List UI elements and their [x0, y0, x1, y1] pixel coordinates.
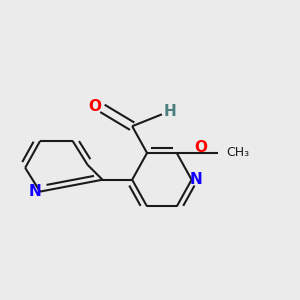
- Text: O: O: [194, 140, 207, 155]
- Text: N: N: [28, 184, 41, 199]
- Text: CH₃: CH₃: [226, 146, 249, 160]
- Text: O: O: [88, 98, 101, 113]
- Text: H: H: [164, 104, 177, 119]
- Text: N: N: [190, 172, 203, 187]
